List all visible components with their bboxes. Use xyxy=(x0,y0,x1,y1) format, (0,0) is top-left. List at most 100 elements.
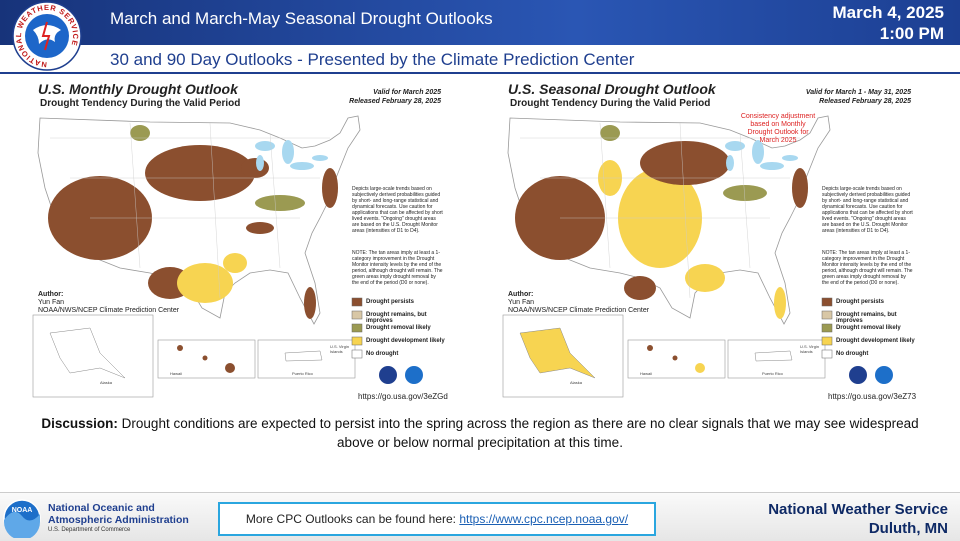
borders xyxy=(520,122,800,299)
legend-swatch xyxy=(351,297,363,307)
location: Duluth, MN xyxy=(868,520,948,537)
legend-label: Drought persists xyxy=(366,299,415,305)
island xyxy=(202,355,208,361)
drought-area xyxy=(792,168,808,208)
description: Depicts large-scale trends based on subj… xyxy=(352,186,443,234)
cpc-link[interactable]: https://www.cpc.ncep.noaa.gov/ xyxy=(459,512,629,526)
drought-area xyxy=(640,141,730,185)
drought-area xyxy=(177,263,233,303)
note: NOTE: The tan areas imply at least a 1-c… xyxy=(822,250,913,286)
legend-swatch xyxy=(351,310,363,320)
legend-label: Drought development likely xyxy=(366,338,445,344)
author-org: NOAA/NWS/NCEP Climate Prediction Center xyxy=(508,307,650,314)
office: National Weather Service xyxy=(768,501,948,518)
drought-area xyxy=(774,287,786,319)
inset-label: U.S. Virgin Islands xyxy=(800,344,820,354)
discussion-label: Discussion: xyxy=(41,416,118,431)
alaska xyxy=(49,327,126,379)
released: Released February 28, 2025 xyxy=(819,98,911,105)
map-panel: U.S. Seasonal Drought Outlook Drought Te… xyxy=(500,78,945,408)
author-block: Author: Yun Fan NOAA/NWS/NCEP Climate Pred… xyxy=(508,291,649,315)
drought-area xyxy=(322,168,338,208)
agency-logo xyxy=(875,366,893,384)
legend-swatch xyxy=(351,323,363,333)
island xyxy=(225,363,235,373)
legend-swatch xyxy=(351,349,363,359)
lake xyxy=(312,155,328,161)
legend-label: Drought removal likely xyxy=(836,325,901,331)
inset-label: Alaska xyxy=(570,380,583,385)
drought-area xyxy=(130,125,150,141)
noaa-logo-text: NOAA xyxy=(12,507,33,514)
drought-area xyxy=(685,264,725,292)
subtitle: 30 and 90 Day Outlooks - Presented by th… xyxy=(110,50,635,69)
drought-area xyxy=(241,158,269,178)
valid-block: Valid for March 2025 Released February 28… xyxy=(349,88,441,106)
legend-label: Drought remains, but improves xyxy=(366,312,427,324)
map-title: U.S. Seasonal Drought Outlook xyxy=(508,81,716,97)
valid: Valid for March 2025 xyxy=(373,89,441,96)
lake xyxy=(256,155,264,171)
legend-swatch xyxy=(821,336,833,346)
author-name: Yun Fan xyxy=(508,299,535,306)
org-line: National Oceanic and xyxy=(48,502,155,514)
department: U.S. Department of Commerce xyxy=(48,527,131,533)
map-graphic xyxy=(32,115,423,398)
legend-swatch xyxy=(821,349,833,359)
legend-swatch xyxy=(821,310,833,320)
office-block: National Weather Service Duluth, MN xyxy=(768,500,948,538)
valid-block: Valid for March 1 - May 31, 2025 Released… xyxy=(806,88,911,106)
inset-label: U.S. Virgin Islands xyxy=(330,344,350,354)
borders xyxy=(50,122,330,299)
drought-area xyxy=(255,195,305,211)
cpc-box: More CPC Outlooks can be found here: htt… xyxy=(218,502,656,536)
author-org: NOAA/NWS/NCEP Climate Prediction Center xyxy=(38,307,180,314)
nws-logo: NATIONAL WEATHER SERVICE xyxy=(12,1,82,71)
lake xyxy=(760,162,784,170)
agency-logo xyxy=(849,366,867,384)
lake xyxy=(752,140,764,164)
drought-area xyxy=(723,185,767,201)
drought-area xyxy=(304,287,316,319)
released: Released February 28, 2025 xyxy=(349,98,441,105)
legend-swatch xyxy=(821,323,833,333)
legend-label: No drought xyxy=(366,351,399,357)
drought-area xyxy=(600,125,620,141)
author-label: Author: xyxy=(508,291,534,298)
inset-label: Puerto Rico xyxy=(762,371,783,376)
legend-label: Drought development likely xyxy=(836,338,915,344)
island xyxy=(672,355,678,361)
map-title: U.S. Monthly Drought Outlook xyxy=(38,81,238,97)
note: NOTE: The tan areas imply at least a 1-c… xyxy=(352,250,443,286)
discussion: Discussion: Drought conditions are expec… xyxy=(30,414,930,452)
inset-label: Hawaii xyxy=(640,371,653,376)
noaa-logo: NOAA xyxy=(3,499,41,538)
map-subtitle: Drought Tendency During the Valid Period xyxy=(510,98,711,109)
inset-label: Hawaii xyxy=(170,371,183,376)
inset-label: Alaska xyxy=(100,380,113,385)
agency-logo xyxy=(379,366,397,384)
noaa-name: National Oceanic and Atmospheric Administ… xyxy=(48,502,189,535)
drought-area xyxy=(246,222,274,234)
puerto-rico xyxy=(754,350,793,362)
map-graphic xyxy=(502,115,893,398)
agency-logo xyxy=(405,366,423,384)
inset-label: Puerto Rico xyxy=(292,371,313,376)
puerto-rico xyxy=(284,350,323,362)
map-subtitle: Drought Tendency During the Valid Period xyxy=(40,98,241,109)
legend-swatch xyxy=(351,336,363,346)
us-outline xyxy=(37,115,361,325)
description: Depicts large-scale trends based on subj… xyxy=(822,186,913,234)
map-url: https://go.usa.gov/3eZGd xyxy=(358,392,448,401)
map-panel: U.S. Monthly Drought Outlook Drought Ten… xyxy=(30,78,475,408)
adjustment-note: Consistency adjustment based on Monthly … xyxy=(740,113,816,144)
lake xyxy=(255,141,275,151)
time: 1:00 PM xyxy=(879,24,944,43)
slide-title: March and March-May Seasonal Drought Out… xyxy=(110,9,493,28)
date: March 4, 2025 xyxy=(832,3,944,22)
lake xyxy=(282,140,294,164)
valid: Valid for March 1 - May 31, 2025 xyxy=(805,89,911,96)
legend-label: Drought removal likely xyxy=(366,325,431,331)
drought-area xyxy=(145,145,255,201)
